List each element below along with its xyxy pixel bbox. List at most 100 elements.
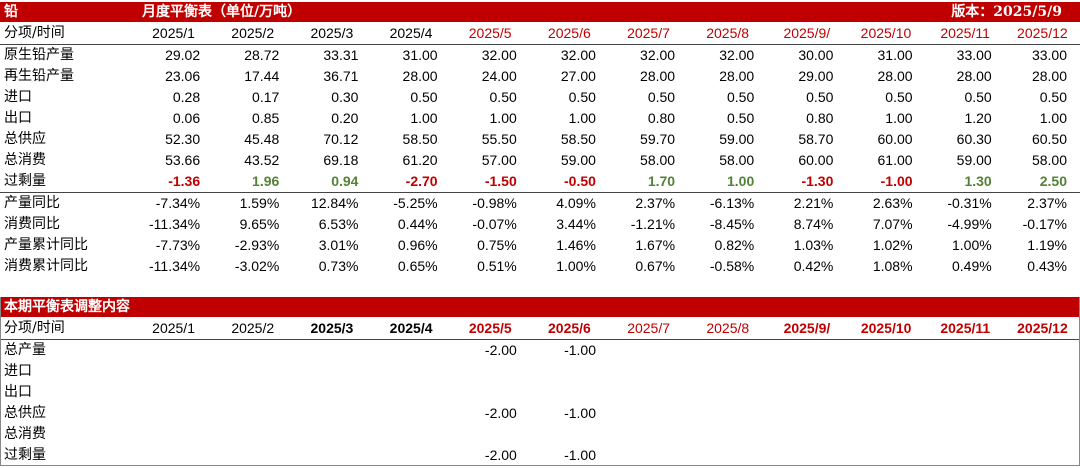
value-cell (688, 340, 767, 362)
value-cell: 1.00% (556, 258, 596, 274)
value-cell: 1.30 (925, 171, 1005, 193)
value-cell: -2.00 (484, 342, 517, 358)
month-header: 2025/8 (688, 22, 768, 45)
value-cell: 0.65% (397, 258, 438, 274)
value-cell: 2.37% (1027, 195, 1067, 211)
value-cell: -1.36 (133, 171, 214, 193)
row-label: 出口 (4, 384, 32, 400)
row-label: 原生铅产量 (4, 47, 74, 63)
value-cell: 1.20 (964, 110, 992, 126)
value-cell: 0.49% (952, 258, 992, 274)
row-label: 总消费 (4, 426, 46, 442)
value-cell (767, 382, 846, 403)
value-cell (767, 403, 846, 424)
table-row: 总消费 (0, 424, 1080, 445)
month-header: 2025/1 (133, 317, 214, 340)
value-cell: 3.01% (318, 237, 359, 253)
row-label: 产量同比 (4, 195, 60, 211)
value-cell: 2.50 (1004, 171, 1080, 193)
value-cell: 32.00 (560, 47, 596, 63)
month-header: 2025/8 (688, 317, 768, 340)
value-cell: -7.34% (155, 195, 201, 211)
month-header: 2025/12 (1004, 317, 1080, 340)
value-cell (926, 424, 1005, 445)
value-cell: 0.06 (172, 110, 201, 126)
value-cell (213, 403, 292, 424)
month-header: 2025/5 (450, 317, 530, 340)
value-cell: -2.00 (484, 447, 517, 463)
value-cell: -11.34% (149, 258, 201, 274)
table-row: 出口 (0, 382, 1080, 403)
value-cell (926, 382, 1005, 403)
value-cell: 0.51% (477, 258, 517, 274)
value-cell (688, 403, 767, 424)
value-cell: 59.00 (956, 152, 992, 168)
value-cell (1005, 403, 1080, 424)
value-cell: 33.31 (323, 47, 359, 63)
value-cell (292, 403, 371, 424)
value-cell: 1.96 (213, 171, 293, 193)
value-cell: 0.50 (964, 89, 992, 105)
value-cell (451, 361, 530, 382)
row-label: 进口 (4, 363, 32, 379)
value-cell: -1.30 (767, 171, 847, 193)
value-cell: 1.00 (688, 171, 768, 193)
value-cell: 0.50 (489, 89, 517, 105)
value-cell: 0.80 (647, 110, 676, 126)
value-cell: 2.63% (872, 195, 913, 211)
value-cell: -5.25% (393, 195, 438, 211)
value-cell (213, 340, 292, 362)
month-header: 2025/3 (292, 317, 372, 340)
value-cell: 1.00% (952, 237, 992, 253)
value-cell: 24.00 (481, 68, 517, 84)
table-row: 消费同比 -11.34% 9.65% 6.53% 0.44% -0.07% 3.44% -1.… (0, 214, 1080, 235)
value-cell: 31.00 (877, 47, 913, 63)
value-cell (451, 424, 530, 445)
value-cell (847, 361, 926, 382)
table-row: 产量累计同比 -7.73% -2.93% 3.01% 0.96% 0.75% 1.46% 1.… (0, 235, 1080, 256)
adjustment-banner: 本期平衡表调整内容 (0, 297, 1080, 317)
value-cell (767, 424, 846, 445)
value-cell (372, 445, 451, 466)
row-label: 消费累计同比 (4, 258, 88, 274)
value-cell: 1.67% (635, 237, 676, 253)
value-cell: 45.48 (244, 131, 280, 147)
value-cell: 36.71 (323, 68, 359, 84)
value-cell: 0.30 (331, 89, 359, 105)
value-cell: 29.00 (798, 68, 834, 84)
value-cell: 1.00 (489, 110, 517, 126)
month-header: 2025/9/ (767, 22, 847, 45)
value-cell (134, 361, 213, 382)
row-label: 进口 (4, 89, 32, 105)
row-label: 消费同比 (4, 216, 60, 232)
value-cell: 58.00 (1031, 152, 1067, 168)
value-cell: 29.02 (165, 47, 201, 63)
value-cell: 30.00 (798, 47, 834, 63)
value-cell: -1.00 (846, 171, 926, 193)
value-cell (1005, 445, 1080, 466)
value-cell (688, 361, 767, 382)
value-cell (926, 403, 1005, 424)
value-cell: 6.53% (318, 216, 359, 232)
value-cell: 0.85 (252, 110, 280, 126)
value-cell: 58.00 (719, 152, 755, 168)
value-cell (609, 403, 688, 424)
value-cell: 0.67% (635, 258, 676, 274)
value-cell: -0.07% (472, 216, 517, 232)
row-label: 产量累计同比 (4, 237, 88, 253)
value-cell: 1.46% (556, 237, 596, 253)
month-header: 2025/3 (292, 22, 372, 45)
value-cell (372, 382, 451, 403)
value-cell (213, 382, 292, 403)
row-label: 出口 (4, 110, 32, 126)
value-cell: 0.43% (1027, 258, 1067, 274)
value-cell: 0.50 (726, 110, 755, 126)
month-header: 2025/2 (213, 317, 293, 340)
value-cell (847, 403, 926, 424)
month-header: 2025/6 (529, 22, 609, 45)
value-cell (609, 340, 688, 362)
month-header: 2025/10 (846, 317, 926, 340)
value-cell (1005, 424, 1080, 445)
value-cell: 0.50 (806, 89, 834, 105)
month-header: 2025/6 (529, 317, 610, 340)
